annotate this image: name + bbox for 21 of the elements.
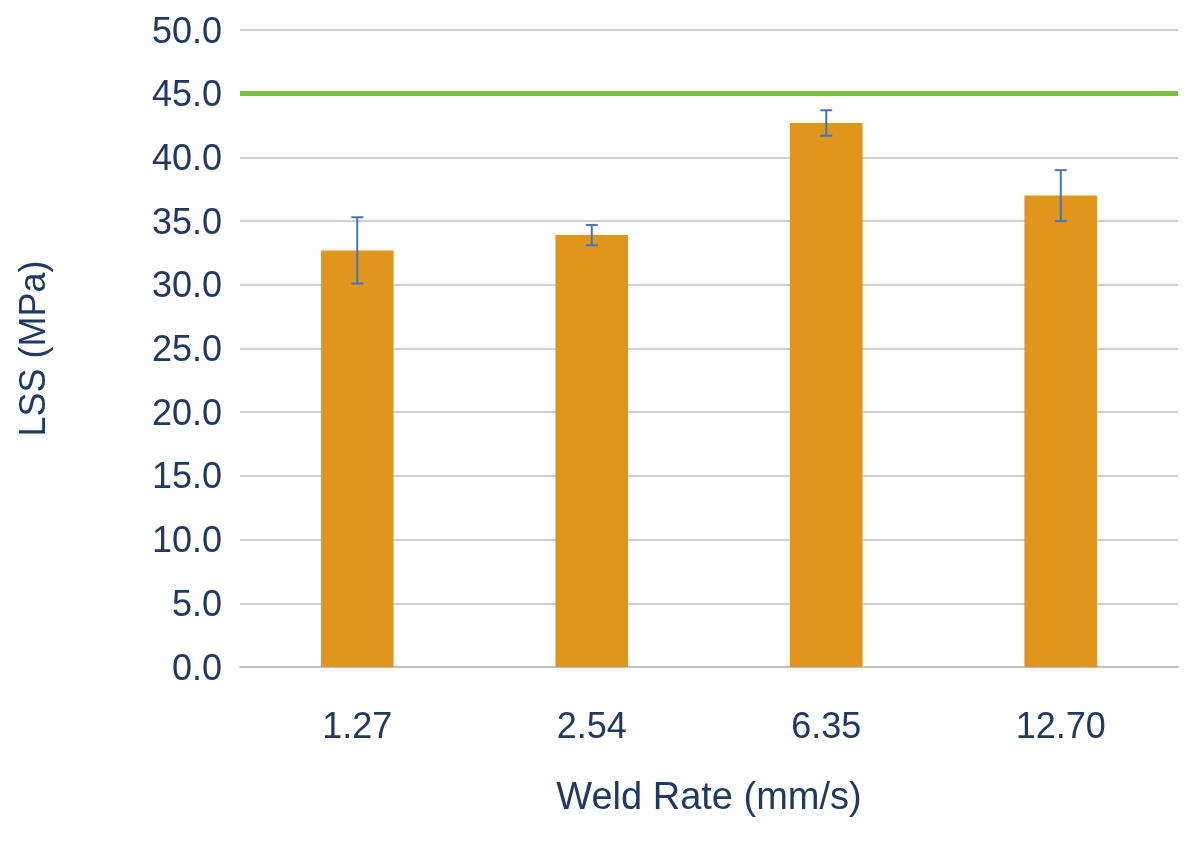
y-tick-label: 25.0 <box>151 328 222 369</box>
y-tick-label: 50.0 <box>151 9 222 51</box>
bar <box>555 235 629 667</box>
y-tick-label: 10.0 <box>151 519 222 561</box>
x-axis-title: Weld Rate (mm/s) <box>556 775 862 817</box>
x-tick-label: 6.35 <box>791 704 862 746</box>
y-tick-label: 35.0 <box>151 200 222 242</box>
y-tick-label: 5.0 <box>171 582 222 624</box>
bar <box>1024 195 1098 667</box>
y-tick-label: 0.0 <box>171 646 222 688</box>
y-tick-label: 20.0 <box>151 391 222 433</box>
bar <box>320 250 394 667</box>
x-tick-label: 1.27 <box>322 704 393 746</box>
y-tick-label: 30.0 <box>151 264 222 306</box>
y-tick-label: 40.0 <box>151 136 222 178</box>
x-tick-label: 2.54 <box>556 704 627 746</box>
y-tick-label: 15.0 <box>151 455 222 497</box>
y-tick-label: 45.0 <box>151 73 222 115</box>
x-tick-label: 12.70 <box>1015 704 1106 746</box>
y-axis-title: LSS (MPa) <box>11 260 53 437</box>
bar <box>789 123 863 667</box>
